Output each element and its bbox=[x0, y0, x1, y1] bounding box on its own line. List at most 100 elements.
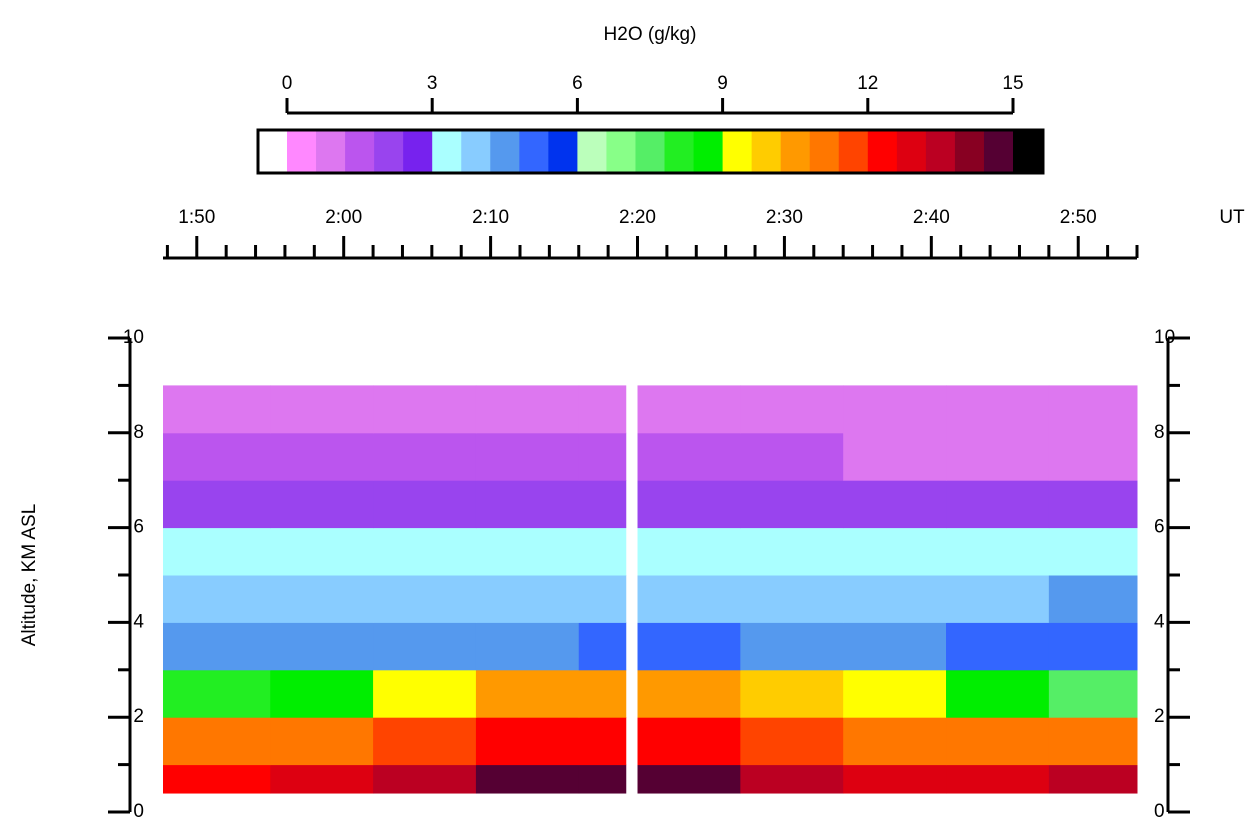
heatmap-cell bbox=[1048, 385, 1138, 434]
colorbar-segment bbox=[374, 130, 404, 173]
colorbar-segment bbox=[809, 130, 840, 173]
heatmap-cell bbox=[946, 575, 1050, 623]
colorbar-segment bbox=[403, 130, 433, 173]
colorbar-segment bbox=[490, 130, 520, 173]
heatmap-cell bbox=[1048, 669, 1138, 718]
colorbar-segment bbox=[722, 130, 753, 173]
colorbar-segment bbox=[896, 130, 927, 173]
heatmap-cell bbox=[578, 669, 627, 718]
heatmap-cell bbox=[1048, 764, 1138, 794]
heatmap-cell bbox=[1048, 480, 1138, 529]
heatmap-cell bbox=[740, 480, 844, 529]
colorbar-segment bbox=[287, 130, 317, 173]
heatmap-cell bbox=[946, 527, 1050, 576]
heatmap-cell bbox=[578, 385, 627, 434]
y-tick-label: 4 bbox=[133, 611, 144, 632]
heatmap-cell bbox=[843, 575, 947, 623]
heatmap-cell bbox=[373, 480, 477, 529]
heatmap-cell bbox=[740, 669, 844, 718]
colorbar-segment bbox=[954, 130, 985, 173]
y-tick-label: 4 bbox=[1154, 611, 1165, 632]
heatmap-cell bbox=[946, 669, 1050, 718]
heatmap-cell bbox=[270, 622, 374, 671]
heatmap-cell bbox=[270, 669, 374, 718]
x-tick-label: 2:00 bbox=[325, 207, 362, 228]
heatmap-cell bbox=[578, 622, 627, 671]
heatmap-cell bbox=[270, 385, 374, 434]
heatmap-cell bbox=[843, 527, 947, 576]
heatmap-cell bbox=[740, 432, 844, 481]
heatmap-cell bbox=[578, 764, 627, 794]
colorbar-segment bbox=[780, 130, 811, 173]
heatmap-cell bbox=[475, 622, 580, 671]
x-tick-label: 2:50 bbox=[1060, 207, 1097, 228]
heatmap-cell bbox=[1048, 717, 1138, 766]
heatmap-cell bbox=[373, 764, 477, 794]
heatmap-cell bbox=[1048, 432, 1138, 481]
y-tick-label: 2 bbox=[133, 706, 144, 727]
colorbar-segment bbox=[345, 130, 375, 173]
x-tick-label: 1:50 bbox=[178, 207, 215, 228]
heatmap-cell bbox=[843, 480, 947, 529]
heatmap-cell bbox=[637, 432, 741, 481]
colorbar-segment bbox=[577, 130, 607, 173]
heatmap-cell bbox=[740, 575, 844, 623]
heatmap-cell bbox=[637, 669, 741, 718]
heatmap-cell bbox=[637, 480, 741, 529]
heatmap-cell bbox=[578, 527, 627, 576]
heatmap-cell bbox=[740, 527, 844, 576]
y-tick-label: 8 bbox=[1154, 422, 1165, 443]
heatmap-cell bbox=[475, 575, 580, 623]
colorbar-segment bbox=[983, 130, 1014, 173]
heatmap-cell bbox=[270, 527, 374, 576]
heatmap-cell bbox=[843, 385, 947, 434]
colorbar-tick-label: 12 bbox=[857, 73, 878, 94]
heatmap-cell bbox=[740, 622, 844, 671]
colorbar-segment bbox=[548, 130, 578, 173]
colorbar-segment bbox=[925, 130, 956, 173]
colorbar-segment bbox=[867, 130, 898, 173]
heatmap-cell bbox=[946, 385, 1050, 434]
heatmap-cell bbox=[475, 764, 580, 794]
heatmap-cell bbox=[475, 385, 580, 434]
colorbar-over bbox=[1013, 130, 1043, 173]
heatmap-cell bbox=[373, 385, 477, 434]
colorbar-under bbox=[258, 130, 287, 173]
y-tick-label: 0 bbox=[133, 801, 144, 822]
x-tick-label: 2:20 bbox=[619, 207, 656, 228]
y-tick-label: 2 bbox=[1154, 706, 1165, 727]
colorbar-tick-label: 0 bbox=[282, 73, 293, 94]
heatmap-cell bbox=[163, 527, 271, 576]
heatmap-cell bbox=[373, 575, 477, 623]
heatmap-cell bbox=[163, 575, 271, 623]
heatmap-cell bbox=[163, 764, 271, 794]
y-tick-label: 0 bbox=[1154, 801, 1165, 822]
x-unit: UT bbox=[1219, 207, 1245, 228]
heatmap-cell bbox=[163, 622, 271, 671]
heatmap-cell bbox=[843, 717, 947, 766]
heatmap-cell bbox=[373, 622, 477, 671]
colorbar-tick-label: 15 bbox=[1002, 73, 1023, 94]
heatmap-cell bbox=[270, 480, 374, 529]
colorbar-tick-label: 3 bbox=[427, 73, 438, 94]
colorbar-segment bbox=[693, 130, 724, 173]
x-tick-label: 2:40 bbox=[913, 207, 950, 228]
heatmap-cell bbox=[843, 622, 947, 671]
x-tick-label: 2:30 bbox=[766, 207, 803, 228]
heatmap-cell bbox=[270, 575, 374, 623]
colorbar-segment bbox=[519, 130, 549, 173]
colorbar-segment bbox=[664, 130, 695, 173]
heatmap-cell bbox=[578, 717, 627, 766]
colorbar-tick-label: 9 bbox=[717, 73, 728, 94]
heatmap-cell bbox=[843, 432, 947, 481]
heatmap-cell bbox=[270, 432, 374, 481]
colorbar-segment bbox=[635, 130, 666, 173]
colorbar-segment bbox=[432, 130, 462, 173]
colorbar-segment bbox=[751, 130, 782, 173]
colorbar-segment bbox=[461, 130, 491, 173]
heatmap-cell bbox=[637, 717, 741, 766]
heatmap-cell bbox=[946, 480, 1050, 529]
heatmap-cell bbox=[740, 764, 844, 794]
heatmap-cell bbox=[163, 385, 271, 434]
